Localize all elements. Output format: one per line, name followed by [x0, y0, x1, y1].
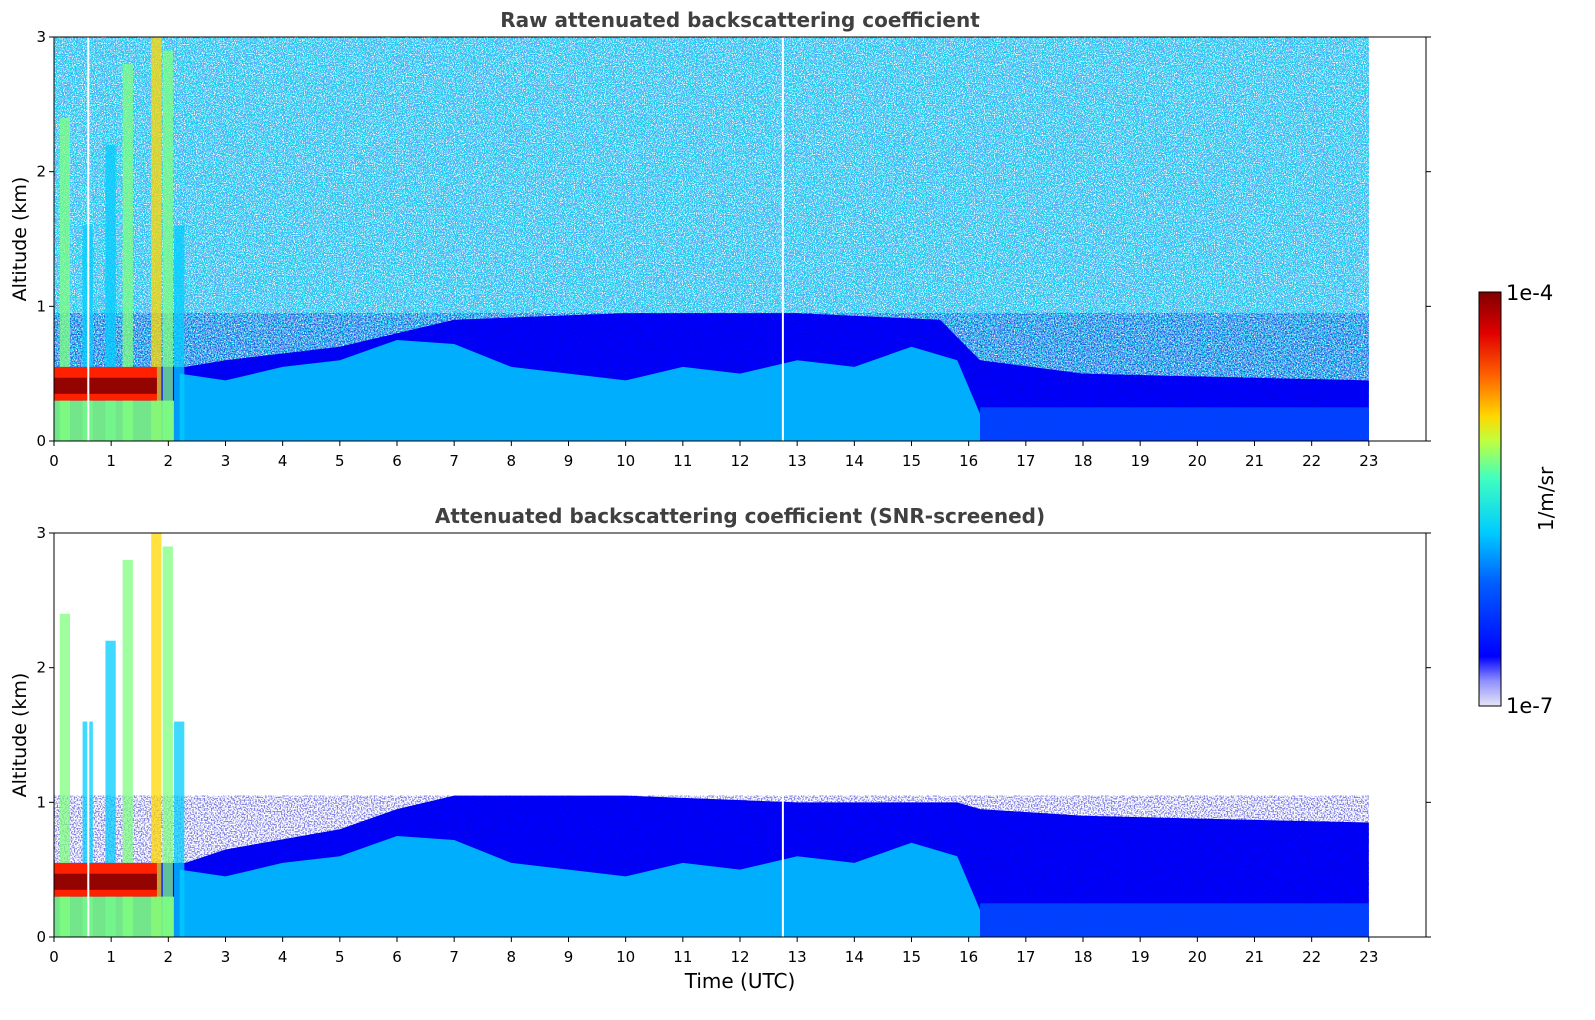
x-tick-label: 22	[1302, 452, 1321, 470]
y-tick-label: 1	[36, 297, 46, 315]
x-tick-label: 10	[616, 452, 635, 470]
x-tick-label: 8	[507, 948, 517, 966]
colorbar-max-label: 1e-4	[1506, 281, 1553, 305]
y-tick-label: 0	[36, 432, 46, 450]
x-tick-label: 2	[164, 948, 174, 966]
x-tick-label: 13	[788, 452, 807, 470]
x-tick-label: 19	[1131, 948, 1150, 966]
aerosol-plume	[174, 722, 184, 937]
aerosol-plume	[163, 546, 173, 937]
x-tick-label: 21	[1245, 452, 1264, 470]
x-tick-label: 15	[902, 452, 921, 470]
x-tick-label: 1	[106, 452, 116, 470]
aerosol-plume	[163, 50, 173, 441]
x-tick-label: 17	[1016, 948, 1035, 966]
x-tick-label: 19	[1131, 452, 1150, 470]
heatmap-image	[54, 37, 1369, 441]
surface-layer-morning	[54, 897, 174, 937]
x-tick-label: 9	[564, 948, 574, 966]
x-tick-label: 12	[730, 948, 749, 966]
x-tick-label: 4	[278, 948, 288, 966]
x-tick-label: 11	[673, 452, 692, 470]
x-tick-label: 12	[730, 452, 749, 470]
x-tick-label: 4	[278, 452, 288, 470]
colorbar-min-label: 1e-7	[1506, 694, 1553, 718]
x-tick-label: 21	[1245, 948, 1264, 966]
x-tick-label: 3	[221, 948, 231, 966]
x-tick-label: 0	[49, 948, 59, 966]
plot-area	[54, 533, 1369, 937]
x-tick-label: 6	[392, 452, 402, 470]
x-tick-label: 20	[1188, 948, 1207, 966]
x-tick-label: 3	[221, 452, 231, 470]
x-tick-label: 15	[902, 948, 921, 966]
x-axis-ticks: 0 1 2 3 4 5 6 7 8 9 10 11 12 13 14 15 16 17 18 19 20 21 22 23	[49, 937, 1378, 966]
x-axis-ticks: 0 1 2 3 4 5 6 7 8 9 10 11 12 13 14 15 16 17 18 19 20 21 22 23	[49, 441, 1378, 470]
y-axis-label: Altitude (km)	[9, 673, 31, 798]
surface-layer-morning	[54, 401, 174, 441]
panel-title: Raw attenuated backscattering coefficien…	[500, 8, 980, 32]
y-tick-label: 0	[36, 928, 46, 946]
x-tick-label: 16	[959, 948, 978, 966]
aerosol-plume	[174, 226, 184, 441]
x-tick-label: 11	[673, 948, 692, 966]
y-tick-label: 2	[36, 659, 46, 677]
x-tick-label: 5	[335, 452, 345, 470]
x-tick-label: 13	[788, 948, 807, 966]
x-tick-label: 0	[49, 452, 59, 470]
x-tick-label: 14	[845, 948, 864, 966]
x-axis-label: Time (UTC)	[684, 969, 796, 993]
plot-area	[54, 37, 1369, 441]
x-tick-label: 1	[106, 948, 116, 966]
y-tick-label: 1	[36, 793, 46, 811]
night-surface-layer	[980, 407, 1369, 441]
x-tick-label: 9	[564, 452, 574, 470]
low-cloud-core	[54, 378, 157, 394]
x-tick-label: 14	[845, 452, 864, 470]
y-axis-label: Altitude (km)	[9, 177, 31, 302]
x-tick-label: 8	[507, 452, 517, 470]
low-cloud-core	[54, 874, 157, 890]
y-tick-label: 3	[36, 524, 46, 542]
colorbar: 1e-4 1e-7 1/m/sr	[1479, 281, 1558, 718]
x-tick-label: 23	[1359, 452, 1378, 470]
colorbar-gradient	[1479, 292, 1501, 706]
y-tick-label: 2	[36, 163, 46, 181]
screened-backscatter-panel: Attenuated backscattering coefficient (S…	[9, 504, 1431, 993]
x-tick-label: 18	[1073, 452, 1092, 470]
raw-backscatter-panel: Raw attenuated backscattering coefficien…	[9, 8, 1431, 470]
y-tick-label: 3	[36, 28, 46, 46]
x-tick-label: 5	[335, 948, 345, 966]
x-tick-label: 16	[959, 452, 978, 470]
x-tick-label: 10	[616, 948, 635, 966]
x-tick-label: 6	[392, 948, 402, 966]
x-tick-label: 2	[164, 452, 174, 470]
x-tick-label: 17	[1016, 452, 1035, 470]
x-tick-label: 18	[1073, 948, 1092, 966]
panel-title: Attenuated backscattering coefficient (S…	[435, 504, 1045, 528]
colorbar-unit-label: 1/m/sr	[1534, 466, 1558, 531]
x-tick-label: 7	[449, 452, 459, 470]
x-tick-label: 7	[449, 948, 459, 966]
night-surface-layer	[980, 903, 1369, 937]
x-tick-label: 20	[1188, 452, 1207, 470]
heatmap-image	[54, 533, 1369, 937]
x-tick-label: 22	[1302, 948, 1321, 966]
x-tick-label: 23	[1359, 948, 1378, 966]
lidar-figure: Raw attenuated backscattering coefficien…	[0, 0, 1595, 1020]
